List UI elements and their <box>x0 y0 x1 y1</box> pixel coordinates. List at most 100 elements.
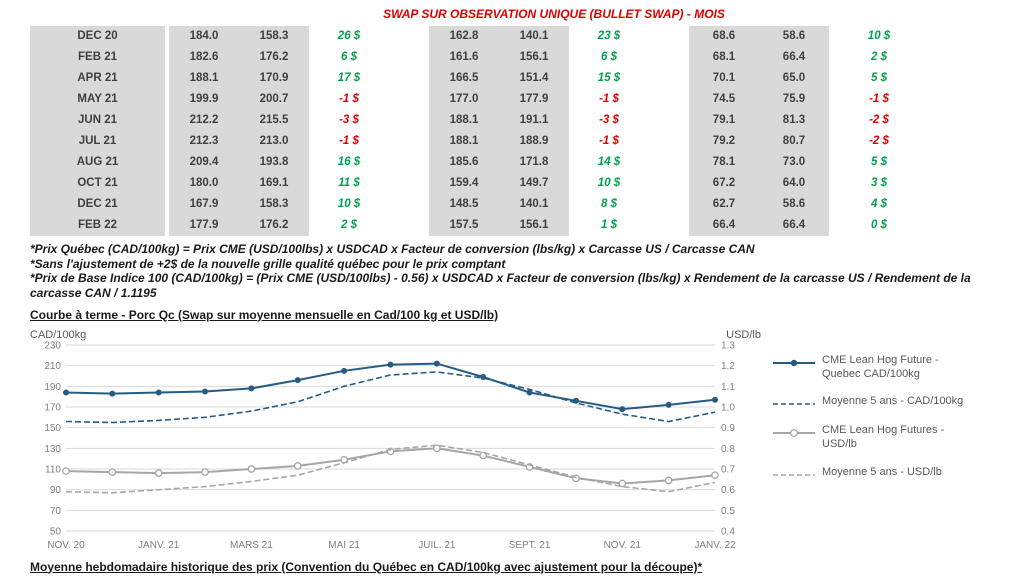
series-marker <box>62 466 70 475</box>
value-cell: 193.8 <box>239 152 309 173</box>
x-axis-tick: NOV. 20 <box>47 540 85 551</box>
value-cell: 157.5 <box>429 215 499 236</box>
column-gap <box>389 68 429 89</box>
legend-label: CME Lean Hog Futures - USD/lb <box>822 424 945 451</box>
diff-cell: -1 $ <box>339 93 359 105</box>
month-cell: OCT 21 <box>30 173 165 194</box>
legend-item: Moyenne 5 ans - USD/lb <box>773 465 985 481</box>
column-gap <box>389 89 429 110</box>
right-axis-tick: 1.2 <box>721 361 735 372</box>
column-gap <box>649 89 689 110</box>
value-cell: 67.2 <box>689 173 759 194</box>
value-cell: 212.2 <box>169 110 239 131</box>
table-row: JUL 21 212.3 213.0 -1 $ 188.1 188.9 -1 $ 79.2 80… <box>30 131 1024 152</box>
value-cell: 177.9 <box>499 89 569 110</box>
legend-line-sample <box>773 429 815 438</box>
x-axis-tick: JANV. 21 <box>138 540 180 551</box>
series-marker <box>665 401 672 408</box>
diff-cell: 5 $ <box>871 72 887 84</box>
legend-line-sample <box>773 473 815 476</box>
value-cell: 188.1 <box>429 131 499 152</box>
value-cell: 78.1 <box>689 152 759 173</box>
value-cell: 170.9 <box>239 68 309 89</box>
series-marker <box>248 384 255 391</box>
value-cell: 66.4 <box>759 47 829 68</box>
left-axis-title: CAD/100kg <box>30 329 86 341</box>
right-axis-tick: 0.5 <box>721 505 735 516</box>
value-cell: 212.3 <box>169 131 239 152</box>
series-marker <box>201 467 209 476</box>
value-cell: 151.4 <box>499 68 569 89</box>
table-row: APR 21 188.1 170.9 17 $ 166.5 151.4 15 $ 70.1 65… <box>30 68 1024 89</box>
diff-cell: 5 $ <box>871 156 887 168</box>
diff-cell: 6 $ <box>601 51 617 63</box>
diff-cell: 10 $ <box>867 30 891 42</box>
value-cell: 185.6 <box>429 152 499 173</box>
table-row: MAY 21 199.9 200.7 -1 $ 177.0 177.9 -1 $ 74.5 75… <box>30 89 1024 110</box>
table-row: OCT 21 180.0 169.1 11 $ 159.4 149.7 10 $ 67.2 64… <box>30 173 1024 194</box>
left-axis-tick: 50 <box>50 526 62 537</box>
value-cell: 180.0 <box>169 173 239 194</box>
left-axis-tick: 210 <box>44 361 61 372</box>
month-cell: JUL 21 <box>30 131 165 152</box>
diff-cell: 2 $ <box>341 219 357 231</box>
value-cell: 177.0 <box>429 89 499 110</box>
value-cell: 81.3 <box>759 110 829 131</box>
diff-cell: 1 $ <box>601 219 617 231</box>
column-gap <box>649 215 689 236</box>
right-axis-tick: 1.0 <box>721 402 735 413</box>
right-axis-tick: 0.7 <box>721 464 735 475</box>
series-marker <box>479 451 488 459</box>
swap-table: DEC 20 184.0 158.3 26 $162.8 140.1 23 $68.6 58… <box>30 26 1024 236</box>
footnote: *Sans l'ajustement de +2$ de la nouvelle… <box>30 256 506 271</box>
column-gap <box>649 110 689 131</box>
value-cell: 79.1 <box>689 110 759 131</box>
legend-label: Moyenne 5 ans - USD/lb <box>822 465 942 478</box>
diff-cell: -3 $ <box>339 114 359 126</box>
value-cell: 188.1 <box>429 110 499 131</box>
diff-cell: -1 $ <box>599 93 619 105</box>
value-cell: 156.1 <box>499 215 569 236</box>
right-axis-tick: 0.8 <box>721 443 735 454</box>
series-line <box>65 370 716 423</box>
x-axis-tick: SEPT. 21 <box>509 540 551 551</box>
x-axis-tick: JANV. 22 <box>694 540 736 551</box>
value-cell: 176.2 <box>239 47 309 68</box>
series-marker <box>109 390 116 397</box>
value-cell: 177.9 <box>169 215 239 236</box>
value-cell: 62.7 <box>689 194 759 215</box>
column-gap <box>649 26 689 47</box>
diff-cell: 15 $ <box>597 72 621 84</box>
table-row: DEC 21 167.9 158.3 10 $ 148.5 140.1 8 $ 62.7 58.… <box>30 194 1024 215</box>
value-cell: 74.5 <box>689 89 759 110</box>
value-cell: 166.5 <box>429 68 499 89</box>
month-cell: DEC 21 <box>30 194 165 215</box>
legend-line-sample <box>773 403 815 405</box>
series-marker <box>247 464 256 473</box>
forward-curve-chart: 230 1.3 210 1.2 190 1.1 170 1.0 150 0.9 130 0.8 110 0… <box>30 329 761 551</box>
diff-cell: -2 $ <box>869 114 889 126</box>
series-marker <box>202 388 209 394</box>
value-cell: 140.1 <box>499 26 569 47</box>
series-marker <box>433 443 441 452</box>
table-row: DEC 20 184.0 158.3 26 $ 162.8 140.1 23 $ 68.6 58… <box>30 26 1024 47</box>
series-marker <box>63 389 69 396</box>
forward-curve-chart-area: 230 1.3 210 1.2 190 1.1 170 1.0 150 0.9 130 0.8 110 0… <box>28 329 1024 557</box>
month-cell: MAY 21 <box>30 89 165 110</box>
value-cell: 213.0 <box>239 131 309 152</box>
value-cell: 209.4 <box>169 152 239 173</box>
month-cell: AUG 21 <box>30 152 165 173</box>
x-axis-tick: JUIL. 21 <box>418 540 456 551</box>
value-cell: 58.6 <box>759 194 829 215</box>
diff-cell: -1 $ <box>339 135 359 147</box>
weekly-average-section-title: Moyenne hebdomadaire historique des prix… <box>30 559 703 574</box>
column-gap <box>389 152 429 173</box>
x-axis-tick: MARS 21 <box>230 540 273 551</box>
left-axis-tick: 90 <box>50 485 62 496</box>
series-marker <box>712 396 718 403</box>
value-cell: 158.3 <box>239 26 309 47</box>
diff-cell: 26 $ <box>337 30 361 42</box>
value-cell: 171.8 <box>499 152 569 173</box>
diff-cell: 23 $ <box>597 30 621 42</box>
value-cell: 79.2 <box>689 131 759 152</box>
